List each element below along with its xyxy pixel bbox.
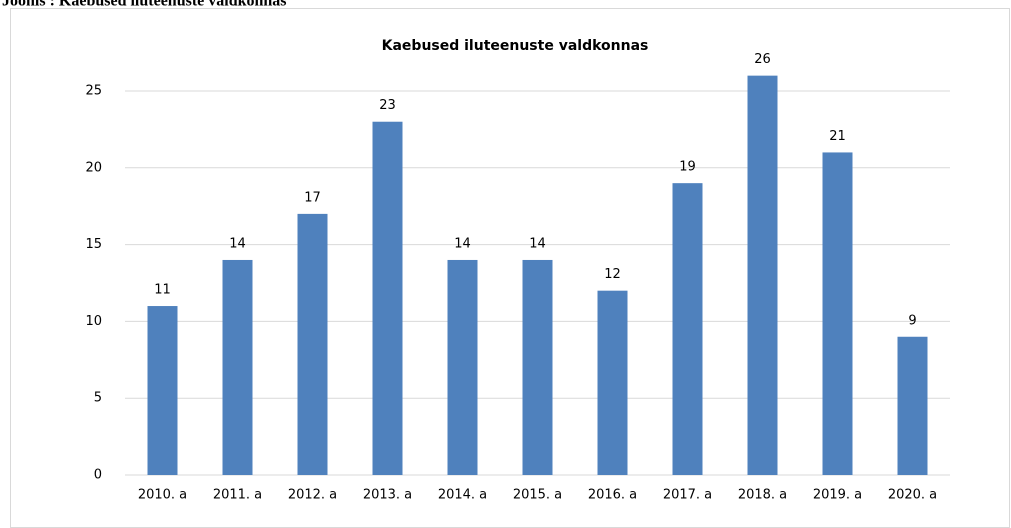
data-label: 9 <box>908 313 916 328</box>
data-label: 14 <box>529 236 546 251</box>
x-tick-label: 2014. a <box>438 488 487 503</box>
x-tick-label: 2019. a <box>813 488 862 503</box>
y-tick-label: 10 <box>85 314 102 329</box>
data-label: 21 <box>829 129 846 144</box>
y-tick-label: 0 <box>94 468 102 483</box>
data-label: 17 <box>304 190 321 205</box>
data-label: 19 <box>679 160 696 175</box>
data-label: 26 <box>754 52 771 67</box>
x-tick-label: 2015. a <box>513 488 562 503</box>
x-tick-label: 2013. a <box>363 488 412 503</box>
y-tick-label: 20 <box>85 160 102 175</box>
x-tick-label: 2017. a <box>663 488 712 503</box>
bar <box>297 213 328 475</box>
bar <box>747 75 778 475</box>
x-tick-label: 2010. a <box>138 488 187 503</box>
y-tick-label: 15 <box>85 237 102 252</box>
bar <box>597 290 628 475</box>
x-tick-label: 2012. a <box>288 488 337 503</box>
bar <box>222 259 253 475</box>
data-label: 14 <box>229 236 246 251</box>
bar <box>447 259 478 475</box>
caption: Joonis : Kaebused iluteenuste valdkonnas <box>2 0 287 10</box>
bar <box>897 336 928 475</box>
x-tick-label: 2011. a <box>213 488 262 503</box>
data-label: 12 <box>604 267 621 282</box>
chart-title: Kaebused iluteenuste valdkonnas <box>382 38 649 54</box>
bar <box>672 183 703 475</box>
bar <box>147 306 178 475</box>
data-label: 11 <box>154 283 171 298</box>
y-tick-label: 5 <box>94 391 102 406</box>
bar <box>522 259 553 475</box>
bar <box>822 152 853 475</box>
bar <box>372 121 403 475</box>
x-tick-label: 2018. a <box>738 488 787 503</box>
data-label: 14 <box>454 236 471 251</box>
y-tick-label: 25 <box>85 84 102 99</box>
x-tick-label: 2016. a <box>588 488 637 503</box>
x-tick-label: 2020. a <box>888 488 937 503</box>
data-label: 23 <box>379 98 396 113</box>
